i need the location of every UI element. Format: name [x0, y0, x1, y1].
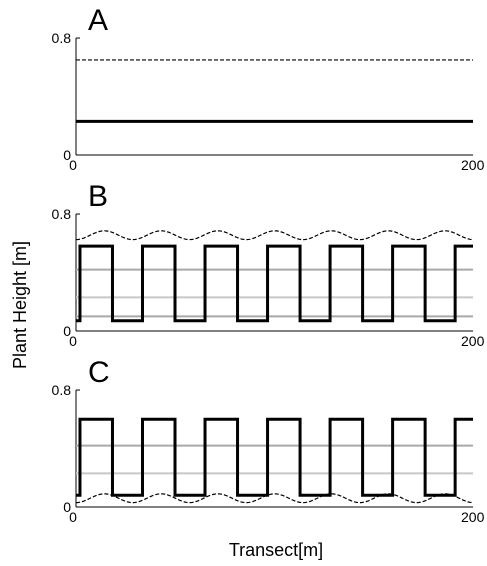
x-tick-label: 0: [69, 157, 77, 173]
series-line-4: [75, 230, 474, 241]
x-tick-label: 200: [461, 333, 485, 349]
y-tick-label: 0.8: [52, 382, 72, 398]
y-tick-label: 0: [63, 499, 71, 515]
series-line-5: [76, 244, 473, 323]
x-tick-label: 200: [461, 509, 485, 525]
y-tick-label: 0: [63, 147, 71, 163]
y-axis-label: Plant Height [m]: [10, 241, 30, 369]
panel-label: B: [88, 180, 108, 213]
x-axis-label: Transect[m]: [229, 540, 323, 560]
x-tick-label: 200: [461, 157, 485, 173]
y-tick-label: 0.8: [52, 30, 72, 46]
panel-label: A: [88, 4, 108, 37]
series-line-3: [75, 493, 474, 504]
panel-A: 0 0.8 0 200 A: [52, 4, 485, 173]
y-tick-label: 0: [63, 323, 71, 339]
panel-C: 0 0.8 0 200 C: [52, 356, 485, 525]
series-line-4: [76, 417, 473, 497]
x-tick-label: 0: [69, 333, 77, 349]
y-tick-label: 0.8: [52, 206, 72, 222]
panel-B: 0 0.8 0 200 B: [52, 180, 485, 349]
x-tick-label: 0: [69, 509, 77, 525]
panel-label: C: [88, 356, 110, 389]
